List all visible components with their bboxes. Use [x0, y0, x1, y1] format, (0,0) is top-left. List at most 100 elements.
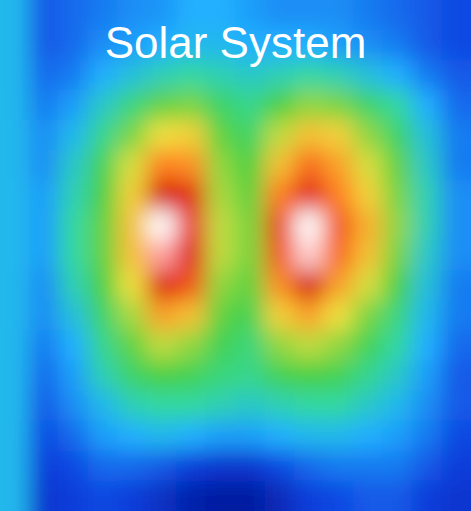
heat-cell: [323, 150, 353, 181]
heat-cell: [235, 240, 265, 271]
heat-cell: [117, 240, 147, 271]
heat-cell: [412, 150, 442, 181]
heat-cell: [88, 120, 118, 151]
heat-cell: [441, 300, 471, 331]
heat-cell: [323, 180, 353, 211]
heat-cell: [441, 330, 471, 361]
heat-cell: [382, 0, 412, 31]
heat-cell: [264, 480, 294, 511]
heat-cell: [117, 300, 147, 331]
heat-cell: [412, 420, 442, 451]
heat-cell: [147, 270, 177, 301]
heat-cell: [412, 390, 442, 421]
heat-cell: [29, 240, 59, 271]
heat-cell: [0, 120, 30, 151]
heat-cell: [353, 330, 383, 361]
heat-cell: [147, 360, 177, 391]
heat-cell: [206, 90, 236, 121]
chart-title: Solar System: [105, 18, 367, 67]
heat-cell: [264, 150, 294, 181]
heat-cell: [176, 240, 206, 271]
heat-cell: [58, 60, 88, 91]
heat-cell: [147, 180, 177, 211]
heat-cell: [88, 360, 118, 391]
heat-cell: [0, 180, 30, 211]
heat-cell: [176, 90, 206, 121]
heat-cell: [58, 360, 88, 391]
heat-cell: [206, 360, 236, 391]
heat-cell: [176, 210, 206, 241]
heat-cell: [58, 330, 88, 361]
heat-cell: [264, 330, 294, 361]
heat-cell: [147, 150, 177, 181]
heat-cell: [294, 90, 324, 121]
heat-cell: [294, 120, 324, 151]
heat-cell: [117, 180, 147, 211]
heat-cell: [206, 480, 236, 511]
heat-cell: [58, 120, 88, 151]
heat-cell: [206, 420, 236, 451]
heat-cell: [264, 450, 294, 481]
heat-cell: [264, 360, 294, 391]
heat-cell: [0, 30, 30, 61]
heat-cell: [264, 270, 294, 301]
heat-cell: [206, 300, 236, 331]
heat-cell: [117, 480, 147, 511]
heat-cell: [412, 30, 442, 61]
heat-cell: [176, 390, 206, 421]
heat-cell: [88, 480, 118, 511]
heat-cell: [294, 300, 324, 331]
heat-cell: [58, 210, 88, 241]
heat-cell: [412, 330, 442, 361]
heat-cell: [441, 30, 471, 61]
heat-cell: [235, 150, 265, 181]
heat-cell: [206, 120, 236, 151]
heat-cell: [294, 330, 324, 361]
heat-cell: [206, 180, 236, 211]
heat-cell: [264, 90, 294, 121]
heat-cell: [323, 240, 353, 271]
heat-cell: [412, 120, 442, 151]
heat-cell: [147, 300, 177, 331]
heat-cell: [29, 450, 59, 481]
heat-cell: [58, 270, 88, 301]
heat-cell: [58, 480, 88, 511]
heat-cell: [206, 240, 236, 271]
heat-cell: [441, 0, 471, 31]
heat-cell: [29, 0, 59, 31]
heat-cell: [382, 270, 412, 301]
heat-cell: [353, 390, 383, 421]
heat-cell: [58, 420, 88, 451]
heat-cell: [147, 90, 177, 121]
heat-cell: [0, 300, 30, 331]
heat-cell: [264, 120, 294, 151]
heat-cell: [353, 420, 383, 451]
heat-cell: [117, 120, 147, 151]
heat-cell: [382, 390, 412, 421]
heat-cell: [441, 150, 471, 181]
heat-cell: [117, 450, 147, 481]
heat-cell: [88, 180, 118, 211]
heat-cell: [235, 450, 265, 481]
heat-cell: [353, 450, 383, 481]
heat-cell: [29, 180, 59, 211]
heat-cell: [441, 90, 471, 121]
heat-cell: [0, 330, 30, 361]
heat-cell: [117, 210, 147, 241]
heat-cell: [58, 90, 88, 121]
heat-cell: [176, 180, 206, 211]
heat-cell: [0, 240, 30, 271]
heat-cell: [176, 150, 206, 181]
heat-cell: [294, 390, 324, 421]
heat-cell: [29, 60, 59, 91]
heat-cell: [382, 90, 412, 121]
heat-cell: [58, 450, 88, 481]
heat-cell: [323, 390, 353, 421]
heat-cell: [176, 120, 206, 151]
heat-cell: [117, 270, 147, 301]
heat-cell: [88, 450, 118, 481]
heat-cell: [294, 180, 324, 211]
heat-cell: [0, 90, 30, 121]
heat-cell: [88, 390, 118, 421]
heat-cell: [382, 210, 412, 241]
